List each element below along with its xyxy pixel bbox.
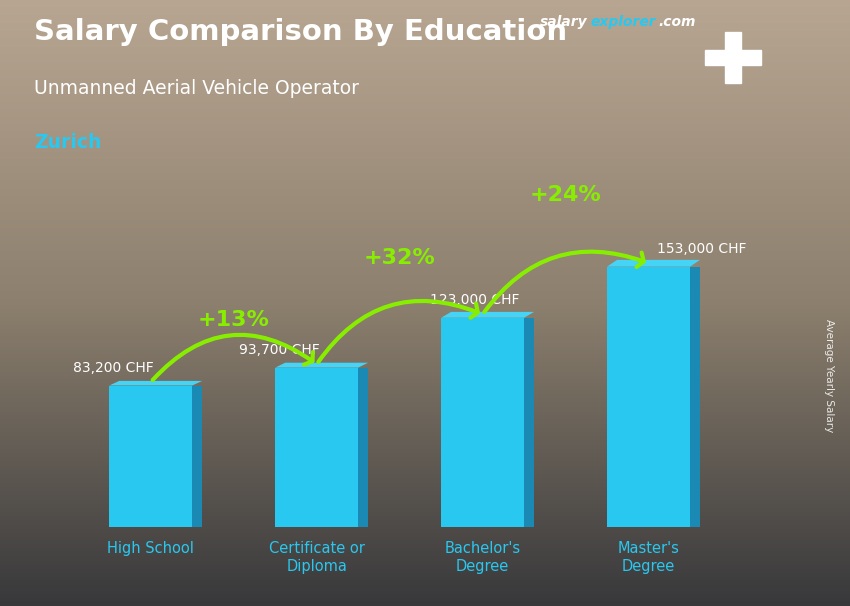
Text: salary: salary [540,15,587,29]
Bar [725,32,741,83]
Polygon shape [358,368,368,527]
Polygon shape [110,381,202,385]
Bar [705,50,762,65]
Polygon shape [690,267,700,527]
Text: Unmanned Aerial Vehicle Operator: Unmanned Aerial Vehicle Operator [34,79,359,98]
Text: 123,000 CHF: 123,000 CHF [429,293,519,307]
Text: +24%: +24% [530,185,602,205]
Polygon shape [275,363,368,368]
Text: .com: .com [659,15,696,29]
Polygon shape [524,318,534,527]
Polygon shape [192,385,202,527]
Text: Zurich: Zurich [34,133,101,152]
Text: +13%: +13% [198,310,269,330]
Text: Salary Comparison By Education: Salary Comparison By Education [34,18,567,46]
Text: 93,700 CHF: 93,700 CHF [239,344,320,358]
Text: +32%: +32% [364,248,435,268]
Bar [607,267,690,527]
Polygon shape [607,260,700,267]
Text: explorer: explorer [591,15,656,29]
Bar [275,368,358,527]
Bar [110,385,192,527]
Polygon shape [441,312,534,318]
Text: Average Yearly Salary: Average Yearly Salary [824,319,834,432]
Text: 83,200 CHF: 83,200 CHF [73,361,154,375]
Text: 153,000 CHF: 153,000 CHF [657,242,746,256]
Bar [441,318,524,527]
